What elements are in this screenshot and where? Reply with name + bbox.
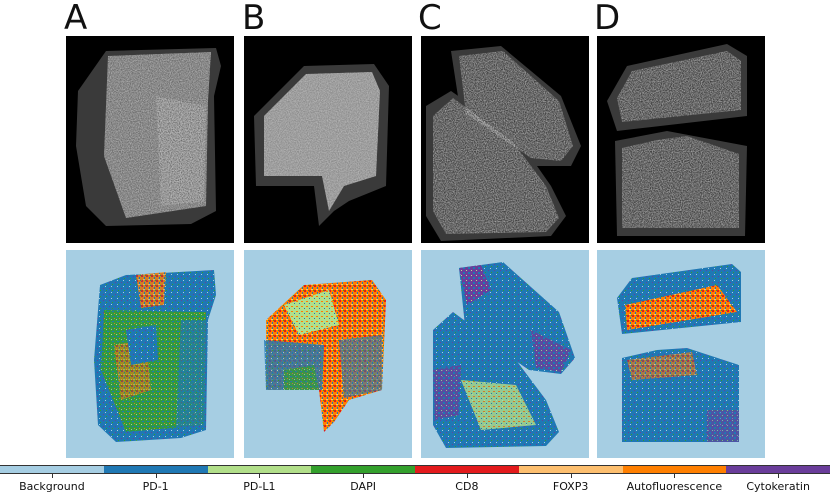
tissue-image-c: [421, 36, 589, 243]
panel-letter-d: D: [594, 0, 621, 38]
colorbar-segment-cd8: [415, 465, 519, 474]
tissue-image-b: [244, 36, 412, 243]
legend-label: CD8: [455, 480, 479, 493]
colorbar-segment-dapi: [311, 465, 415, 474]
colorbar-segment-background: [0, 465, 104, 474]
segmentation-map-d: [597, 250, 765, 458]
legend-label: PD-1: [142, 480, 169, 493]
colorbar-tick: [259, 474, 261, 478]
colorbar-tick: [363, 474, 365, 478]
colorbar-legend: [0, 465, 830, 474]
tissue-image-d: [597, 36, 765, 243]
colorbar-segment-autofluorescence: [622, 465, 727, 474]
colorbar-tick: [778, 474, 780, 478]
legend-label: Cytokeratin: [746, 480, 810, 493]
legend-label: DAPI: [350, 480, 376, 493]
panel-letter-c: C: [418, 0, 442, 38]
colorbar-tick: [674, 474, 676, 478]
colorbar-segment-pd-1: [103, 465, 208, 474]
colorbar-tick: [51, 474, 53, 478]
panel-letter-a: A: [64, 0, 88, 38]
legend-label: FOXP3: [552, 480, 589, 493]
tissue-image-a: [66, 36, 234, 243]
colorbar-tick: [570, 474, 572, 478]
legend-label: Background: [19, 480, 85, 493]
segmentation-map-c: [421, 250, 589, 458]
legend-label: Autofluorescence: [626, 480, 723, 493]
colorbar-tick: [155, 474, 157, 478]
colorbar-segment-cytokeratin: [726, 465, 830, 474]
segmentation-map-a: [66, 250, 234, 458]
colorbar-segment-pd-l1: [207, 465, 312, 474]
legend-label: PD-L1: [243, 480, 276, 493]
segmentation-map-b: [244, 250, 412, 458]
panel-letter-b: B: [242, 0, 266, 38]
colorbar-segment-foxp3: [518, 465, 623, 474]
colorbar-tick: [466, 474, 468, 478]
